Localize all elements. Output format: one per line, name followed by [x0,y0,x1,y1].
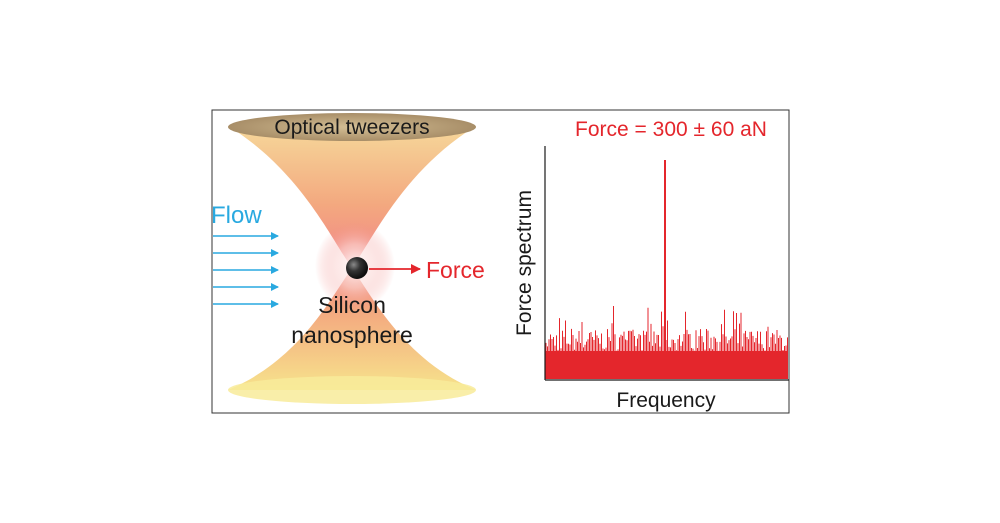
flow-arrows [213,232,279,308]
y-axis-label: Force spectrum [513,190,536,336]
spectrum-bars [545,160,788,379]
spectrum-title: Force = 300 ± 60 aN [575,118,767,141]
optical-tweezers-diagram: Optical tweezers Flow Force Silicon nano… [211,113,485,404]
x-axis-label: Frequency [616,389,716,412]
tweezers-label: Optical tweezers [274,116,429,139]
silicon-nanosphere-icon [346,257,368,279]
particle-label-line2: nanosphere [291,322,413,348]
particle-label-line1: Silicon [318,292,386,318]
flow-label: Flow [211,202,262,229]
cone-top-rim [228,113,476,141]
force-label: Force [426,257,485,283]
cone-bottom-rim [228,376,476,404]
force-spectrum-plot: Force = 300 ± 60 aN Force spectrum Frequ… [513,118,789,412]
